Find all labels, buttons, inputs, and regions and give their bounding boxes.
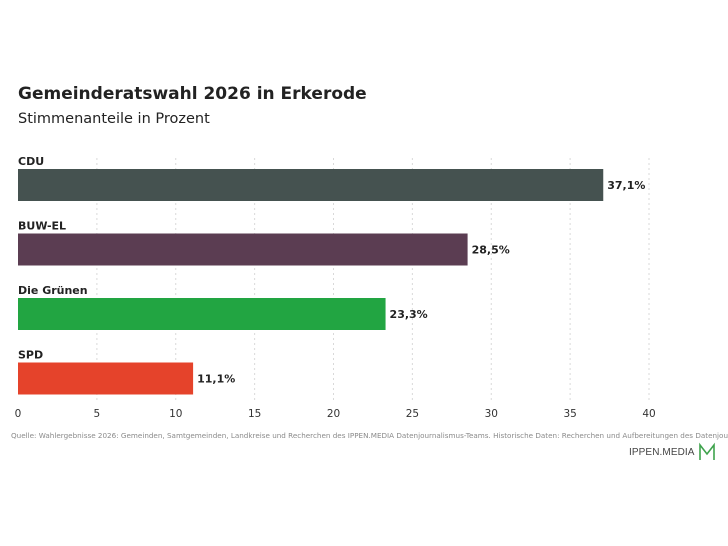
bar: [18, 362, 194, 395]
data-label: 37,1%: [607, 179, 645, 192]
x-tick-label: 20: [327, 408, 340, 420]
x-tick-label: 40: [642, 408, 655, 420]
logo-text: IPPEN.MEDIA: [629, 446, 695, 458]
data-label: 23,3%: [390, 308, 428, 321]
logo-m-icon: [698, 442, 715, 460]
x-tick-label: 0: [15, 408, 22, 420]
source-note: Quelle: Wahlergebnisse 2026: Gemeinden, …: [11, 431, 728, 440]
data-label: 28,5%: [472, 244, 510, 257]
x-tick-label: 5: [94, 408, 101, 420]
x-tick-label: 25: [406, 408, 419, 420]
category-label: SPD: [18, 349, 43, 362]
category-label: CDU: [18, 155, 44, 168]
x-tick-label: 15: [248, 408, 261, 420]
x-tick-label: 35: [563, 408, 576, 420]
bar: [18, 298, 386, 330]
publisher-logo: IPPEN.MEDIA: [629, 442, 716, 462]
category-label: BUW-EL: [18, 220, 66, 233]
bar: [18, 169, 604, 201]
chart-title: Gemeinderatswahl 2026 in Erkerode: [18, 84, 367, 104]
x-tick-label: 10: [169, 408, 182, 420]
data-label: 11,1%: [197, 373, 235, 386]
chart-subtitle: Stimmenanteile in Prozent: [18, 111, 210, 127]
bar: [18, 233, 468, 266]
x-tick-label: 30: [485, 408, 498, 420]
category-label: Die Grünen: [18, 284, 88, 297]
